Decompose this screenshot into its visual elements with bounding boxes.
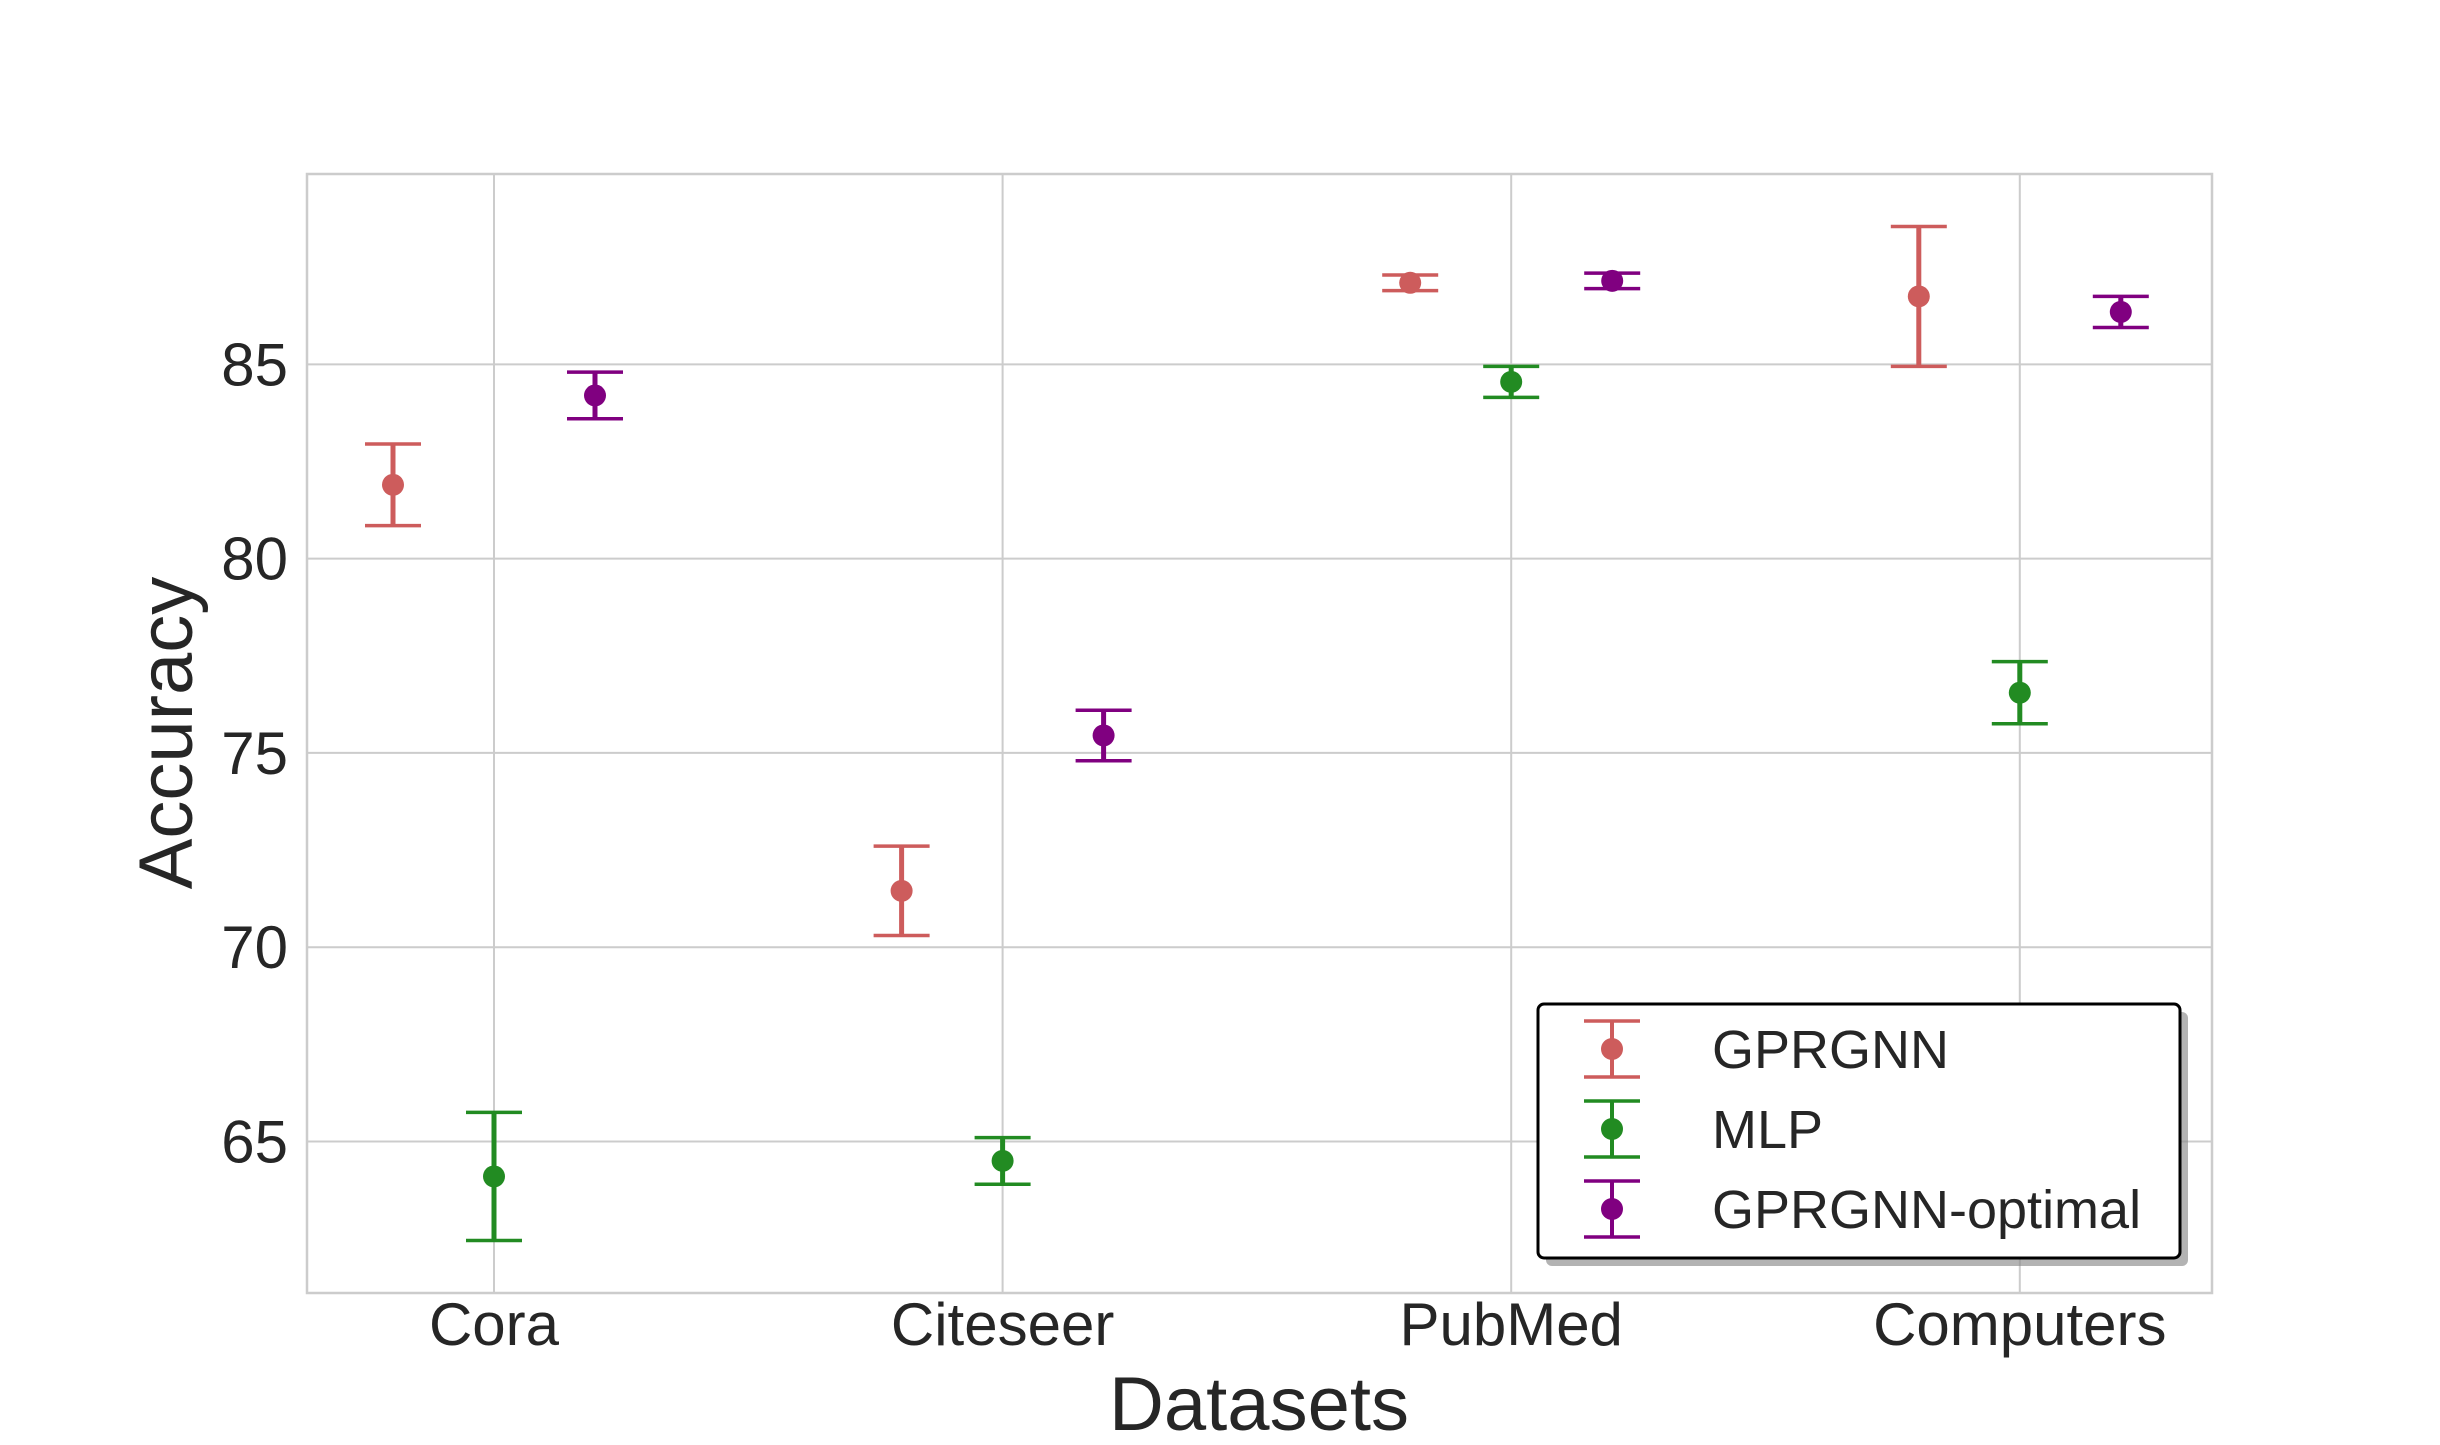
series-layer bbox=[365, 224, 2149, 1243]
series-gprgnn bbox=[365, 224, 1947, 938]
data-point bbox=[1601, 269, 1624, 292]
legend-marker bbox=[1601, 1118, 1623, 1140]
legend-marker bbox=[1601, 1198, 1623, 1220]
x-tick-label: PubMed bbox=[1399, 1291, 1622, 1358]
x-tick-label: Cora bbox=[429, 1291, 560, 1358]
legend-frame bbox=[1536, 1002, 2182, 1260]
x-tick-label: Citeseer bbox=[891, 1291, 1114, 1358]
y-tick-label: 80 bbox=[221, 526, 288, 593]
legend-item: GPRGNN bbox=[1584, 1019, 1949, 1080]
legend-marker bbox=[1601, 1038, 1623, 1060]
data-point bbox=[2008, 681, 2031, 704]
grid-lines bbox=[307, 174, 2212, 1293]
legend-label: MLP bbox=[1712, 1100, 1823, 1160]
data-point bbox=[890, 879, 913, 902]
plot-frame bbox=[305, 172, 2214, 1295]
series-gprgnn-optimal bbox=[567, 269, 2149, 763]
legend-items: GPRGNN MLP GPRGNN-optimal bbox=[1584, 1019, 2141, 1240]
legend-item: MLP bbox=[1584, 1099, 1823, 1160]
y-tick-label: 70 bbox=[221, 914, 288, 981]
y-tick-label: 65 bbox=[221, 1108, 288, 1175]
y-tick-label: 75 bbox=[221, 720, 288, 787]
data-point bbox=[1500, 370, 1523, 393]
data-point bbox=[483, 1165, 505, 1188]
data-point bbox=[991, 1149, 1014, 1172]
data-point bbox=[1907, 285, 1930, 308]
legend-label: GPRGNN bbox=[1712, 1020, 1949, 1080]
legend-item: GPRGNN-optimal bbox=[1584, 1179, 2141, 1240]
y-tick-label: 85 bbox=[221, 331, 288, 398]
data-point bbox=[584, 384, 606, 407]
data-point bbox=[382, 473, 404, 496]
series-mlp bbox=[466, 364, 2048, 1243]
data-point bbox=[2109, 300, 2132, 323]
tick-labels: 65 70 75 80 85 Cora Citeseer PubMed Computers bbox=[221, 331, 2166, 1358]
legend-label: GPRGNN-optimal bbox=[1712, 1180, 2141, 1240]
data-point bbox=[1399, 271, 1422, 294]
x-tick-label: Computers bbox=[1873, 1291, 2166, 1358]
legend: GPRGNN MLP GPRGNN-optimal bbox=[1536, 1002, 2188, 1266]
y-axis-title: Accuracy bbox=[124, 577, 209, 890]
data-point bbox=[1092, 724, 1115, 747]
x-axis-title: Datasets bbox=[1109, 1362, 1409, 1440]
